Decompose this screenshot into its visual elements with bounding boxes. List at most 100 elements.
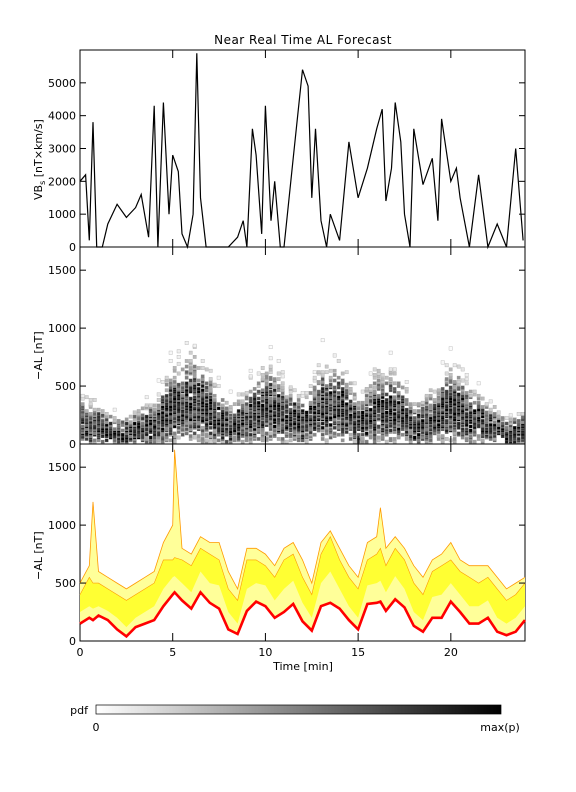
bottom-ytick-label: 500	[55, 577, 76, 590]
pdf-cell	[208, 377, 213, 381]
pdf-cell	[256, 400, 261, 405]
pdf-cell	[120, 420, 125, 425]
colorbar-label: pdf	[70, 704, 89, 717]
pdf-cell	[516, 418, 521, 423]
pdf-cell	[192, 364, 197, 369]
pdf-cell	[120, 432, 125, 437]
pdf-cell	[196, 366, 201, 370]
pdf-cell	[428, 393, 433, 398]
bottom-ytick-label: 1500	[48, 461, 76, 474]
pdf-cell	[440, 360, 445, 365]
pdf-cell	[384, 398, 389, 402]
pdf-cell	[180, 393, 185, 398]
pdf-cell	[340, 371, 345, 376]
pdf-cell	[280, 385, 285, 390]
xtick-label: 5	[169, 646, 176, 659]
pdf-cell	[284, 414, 289, 419]
top-ytick-label: 5000	[48, 77, 76, 90]
bottom-ytick-label: 0	[69, 635, 76, 648]
pdf-cell	[516, 412, 521, 416]
pdf-cell	[160, 380, 165, 384]
bottom-ytick-label: 1000	[48, 519, 76, 532]
pdf-cell	[444, 437, 449, 441]
pdf-cell	[164, 382, 169, 387]
pdf-cell	[440, 387, 445, 391]
pdf-cell	[84, 409, 89, 413]
pdf-cell	[292, 388, 297, 393]
pdf-cell	[208, 425, 213, 430]
pdf-cell	[368, 384, 373, 388]
pdf-cell	[100, 439, 105, 444]
pdf-cell	[500, 421, 505, 426]
pdf-cell	[444, 363, 449, 368]
pdf-cell	[324, 364, 329, 369]
colorbar-min-label: 0	[93, 721, 100, 734]
pdf-cell	[336, 395, 341, 400]
pdf-cell	[364, 431, 369, 436]
pdf-cell	[348, 437, 353, 441]
pdf-cell	[384, 410, 389, 415]
pdf-cell	[216, 406, 221, 411]
pdf-cell	[340, 378, 345, 383]
pdf-cell	[164, 393, 169, 398]
pdf-cell	[92, 438, 97, 443]
pdf-cell	[340, 387, 345, 391]
pdf-cell	[312, 432, 317, 437]
pdf-cell	[268, 382, 273, 387]
pdf-cell	[316, 421, 321, 426]
pdf-cell	[184, 370, 189, 375]
panel-al-forecast: 0 500 1000 1500 −AL [nT]	[32, 443, 527, 648]
pdf-cell	[444, 418, 449, 423]
pdf-cell	[388, 428, 393, 433]
pdf-cell	[464, 373, 469, 377]
pdf-cell	[288, 385, 293, 390]
pdf-cell	[176, 361, 181, 366]
p75-edge-line	[79, 535, 526, 602]
pdf-cell	[464, 412, 469, 416]
pdf-cell	[88, 402, 93, 407]
pdf-cell	[284, 395, 289, 400]
pdf-cell	[396, 423, 401, 427]
upper-edge-line	[79, 449, 526, 591]
pdf-cell	[348, 387, 353, 391]
pdf-cell	[264, 431, 269, 436]
chart-title: Near Real Time AL Forecast	[214, 33, 392, 47]
pdf-cell	[388, 437, 393, 441]
pdf-cell	[292, 402, 297, 407]
pdf-cell	[172, 366, 177, 370]
pdf-cell	[452, 363, 457, 368]
pdf-cell	[352, 439, 357, 444]
pdf-cell	[80, 424, 85, 429]
pdf-cell	[384, 439, 389, 444]
pdf-cell	[96, 412, 101, 416]
pdf-cell	[244, 402, 249, 407]
pdf-cell	[180, 432, 185, 437]
pdf-cell	[200, 359, 205, 363]
pdf-cell	[424, 393, 429, 398]
pdf-cell	[300, 403, 305, 408]
pdf-cell	[464, 437, 469, 441]
pdf-cell	[112, 427, 117, 432]
pdf-cell	[336, 420, 341, 425]
pdf-cell	[492, 405, 497, 409]
pdf-cell	[212, 382, 217, 387]
pdf-cell	[268, 345, 273, 349]
pdf-cell	[116, 418, 121, 423]
pdf-cell	[184, 359, 189, 363]
pdf-cell	[256, 381, 261, 386]
pdf-cell	[332, 431, 337, 436]
pdf-cell	[464, 427, 469, 432]
pdf-cell	[204, 432, 209, 437]
pdf-cell	[440, 434, 445, 438]
pdf-cell	[328, 416, 333, 420]
pdf-cell	[388, 395, 393, 400]
pdf-cell	[188, 359, 193, 363]
pdf-cell	[200, 384, 205, 388]
pdf-cell	[480, 405, 485, 409]
pdf-cell	[372, 373, 377, 377]
pdf-cell	[176, 425, 181, 430]
pdf-cell	[352, 392, 357, 397]
top-ytick-label: 4000	[48, 110, 76, 123]
pdf-cell	[192, 355, 197, 359]
pdf-cell	[308, 391, 313, 395]
